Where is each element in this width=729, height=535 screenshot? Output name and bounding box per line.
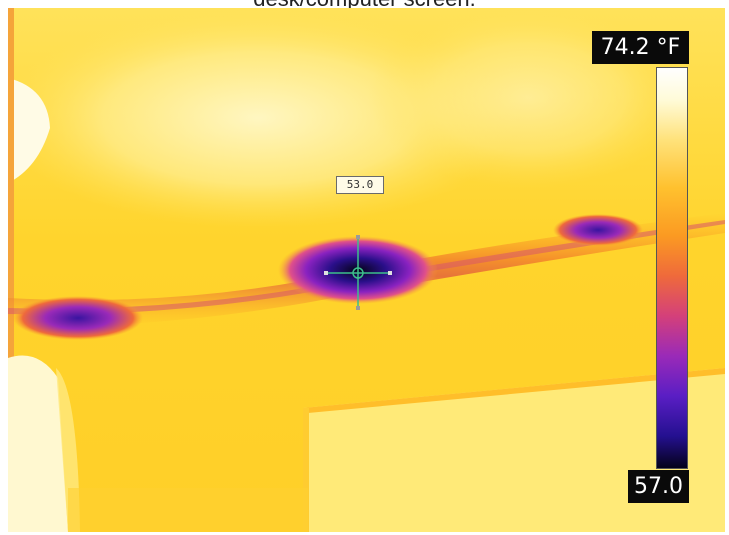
measurement-crosshair-icon[interactable] [318, 233, 398, 313]
color-scale-bar [656, 67, 688, 469]
scale-min-label: 57.0 [628, 470, 689, 503]
image-caption: desk/computer screen. [0, 0, 729, 12]
spot-temperature-label: 53.0 [336, 176, 384, 194]
scale-max-label: 74.2 °F [592, 31, 689, 64]
thermal-image: 53.0 [8, 8, 725, 532]
